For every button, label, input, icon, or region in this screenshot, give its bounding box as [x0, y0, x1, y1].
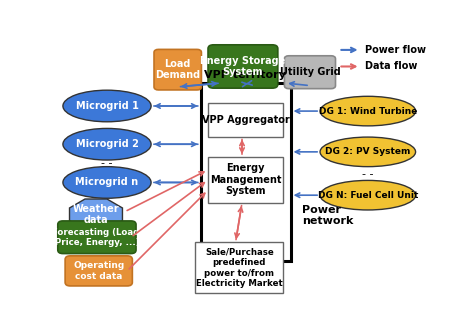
Text: Sale/Purchase
predefined
power to/from
Electricity Market: Sale/Purchase predefined power to/from E… — [196, 248, 283, 288]
Bar — [201, 83, 291, 261]
Text: Energy Storage
System: Energy Storage System — [201, 56, 285, 77]
Text: VPP territory: VPP territory — [204, 71, 285, 80]
Bar — [195, 242, 283, 293]
Ellipse shape — [320, 96, 416, 126]
FancyBboxPatch shape — [65, 256, 132, 286]
Text: Data flow: Data flow — [365, 62, 417, 71]
Text: Microgrid 1: Microgrid 1 — [75, 101, 138, 111]
Text: Power flow: Power flow — [365, 45, 426, 55]
Text: Power
network: Power network — [301, 205, 353, 226]
Ellipse shape — [320, 180, 416, 210]
Text: Microgrid 2: Microgrid 2 — [75, 139, 138, 149]
Bar — [208, 157, 283, 203]
Text: DG 2: PV System: DG 2: PV System — [325, 147, 410, 156]
Text: - -: - - — [101, 158, 113, 168]
Text: Weather
data: Weather data — [73, 204, 119, 225]
Text: Forecasting (Load,
Price, Energy, ...): Forecasting (Load, Price, Energy, ...) — [52, 227, 142, 247]
Ellipse shape — [63, 90, 151, 122]
FancyBboxPatch shape — [208, 45, 278, 88]
FancyBboxPatch shape — [154, 49, 201, 90]
Ellipse shape — [63, 128, 151, 160]
Text: Operating
cost data: Operating cost data — [73, 261, 124, 281]
Text: DG N: Fuel Cell Unit: DG N: Fuel Cell Unit — [318, 191, 418, 200]
FancyBboxPatch shape — [58, 221, 136, 254]
Ellipse shape — [320, 137, 416, 166]
Text: Energy
Management
System: Energy Management System — [210, 163, 282, 197]
Text: VPP Aggregator: VPP Aggregator — [202, 115, 290, 125]
Polygon shape — [70, 199, 122, 230]
Text: Load
Demand: Load Demand — [155, 59, 201, 80]
Text: - -: - - — [362, 169, 374, 179]
Text: Utility Grid: Utility Grid — [280, 67, 340, 77]
Text: DG 1: Wind Turbine: DG 1: Wind Turbine — [319, 107, 417, 116]
Text: Microgrid n: Microgrid n — [75, 177, 138, 187]
Ellipse shape — [63, 166, 151, 198]
Bar — [208, 103, 283, 137]
FancyBboxPatch shape — [284, 56, 336, 89]
